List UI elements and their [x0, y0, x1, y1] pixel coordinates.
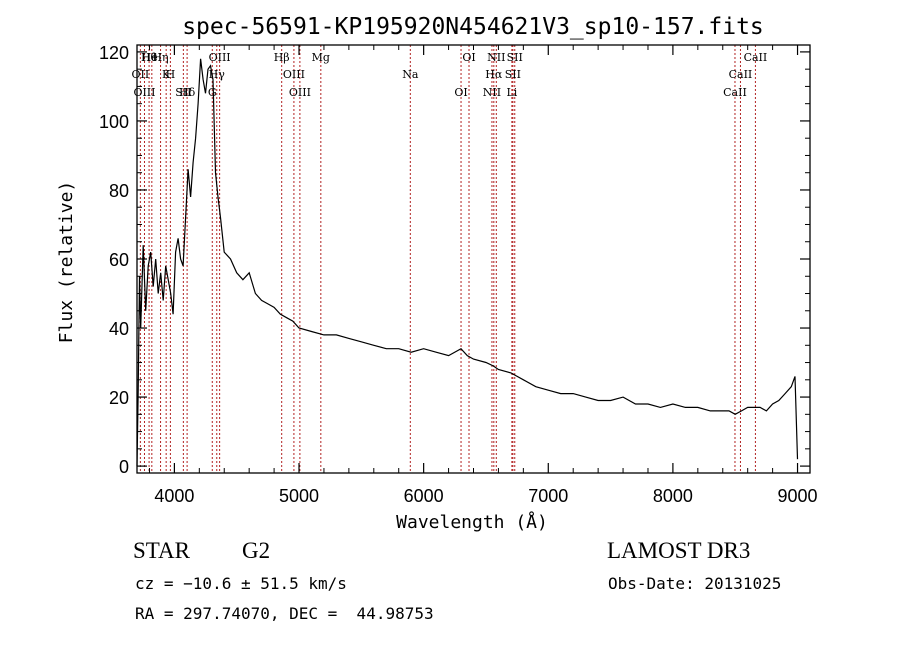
line-label-22: SII [505, 68, 521, 81]
line-label-6: Hη [152, 51, 168, 64]
line-label-2: OIII [133, 86, 155, 99]
observation-date: Obs-Date: 20131025 [608, 574, 782, 593]
sky-coordinates: RA = 297.74070, DEC = 44.98753 [135, 604, 434, 623]
emission-line-markers [139, 45, 756, 473]
y-axis-ticks: 0 20 40 60 80 100 120 [99, 43, 810, 477]
object-class: STAR [133, 538, 190, 563]
line-label-4: K [162, 68, 171, 81]
line-label-16: Na [402, 68, 419, 81]
line-label-15: Mg [312, 51, 330, 64]
emission-line-labels: HθOIIOIIIHeIKSIIHηHHδOIIIHγGHβOIIIOIIIMg… [132, 51, 768, 99]
line-label-13: OIII [283, 68, 305, 81]
y-axis-label: Flux (relative) [56, 181, 77, 344]
line-label-7: H [166, 68, 176, 81]
line-label-8: Hδ [179, 86, 196, 99]
line-label-24: SII [507, 51, 523, 64]
line-label-9: OIII [209, 51, 231, 64]
line-label-23: Li [506, 86, 517, 99]
y-tick-label: 60 [109, 250, 129, 270]
x-axis-label: Wavelength (Å) [396, 511, 548, 533]
plot-frame [136, 44, 811, 474]
y-tick-label: 0 [119, 457, 129, 477]
line-label-18: OI [462, 51, 475, 64]
line-label-26: CaII [723, 86, 747, 99]
survey-name: LAMOST DR3 [607, 538, 751, 563]
line-label-25: CaII [729, 68, 753, 81]
x-tick-label: 8000 [653, 486, 693, 506]
line-label-0: Hθ [141, 51, 158, 64]
redshift-velocity: cz = −10.6 ± 51.5 km/s [135, 574, 347, 593]
line-label-19: Hα [485, 68, 503, 81]
spectrum-series-line [136, 58, 799, 467]
y-tick-label: 80 [109, 181, 129, 201]
x-tick-label: 6000 [404, 486, 444, 506]
y-tick-label: 40 [109, 319, 129, 339]
object-subclass: G2 [242, 538, 271, 563]
line-label-11: G [208, 86, 217, 99]
x-axis-ticks: 4000 5000 6000 7000 8000 9000 [148, 45, 818, 506]
line-label-1: OII [132, 68, 150, 81]
line-label-20: NII [483, 86, 501, 99]
y-tick-label: 20 [109, 388, 129, 408]
y-tick-label: 120 [99, 43, 129, 63]
x-tick-label: 7000 [528, 486, 568, 506]
x-tick-label: 4000 [154, 486, 194, 506]
chart-title: spec-56591-KP195920N454621V3_sp10-157.fi… [182, 14, 764, 40]
x-tick-label: 9000 [778, 486, 818, 506]
line-label-27: CaII [744, 51, 768, 64]
line-label-3: HeI [142, 51, 162, 64]
line-label-5: SII [175, 86, 191, 99]
y-tick-label: 100 [99, 112, 129, 132]
line-label-17: OI [454, 86, 467, 99]
x-tick-label: 5000 [279, 486, 319, 506]
line-label-21: NII [487, 51, 505, 64]
line-label-12: Hβ [274, 51, 290, 64]
line-label-14: OIII [289, 86, 311, 99]
